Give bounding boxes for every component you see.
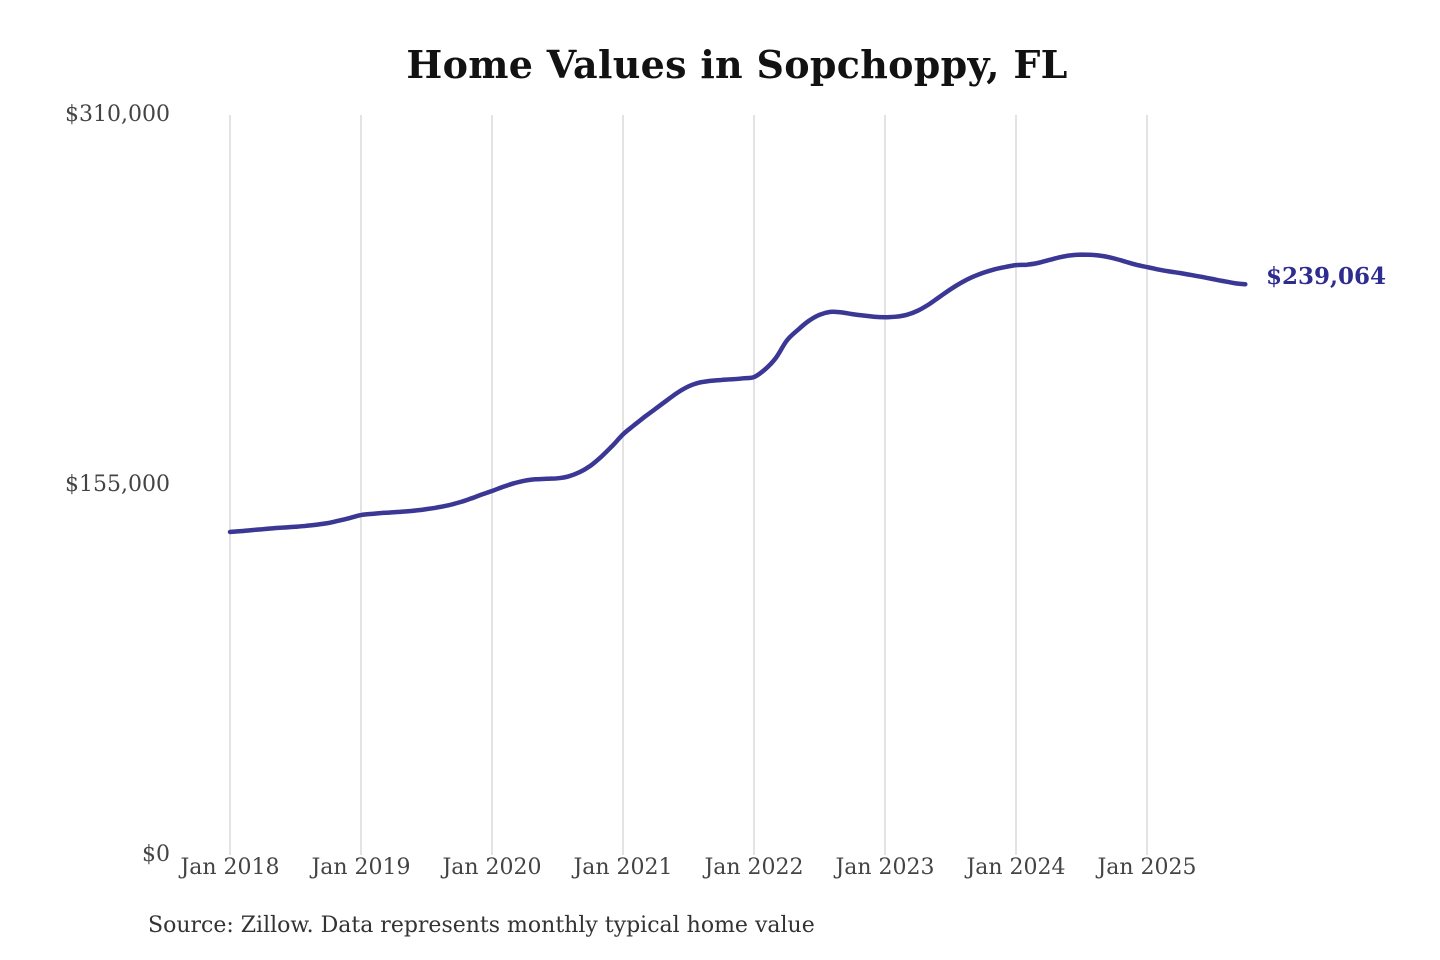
current-value-label: $239,064 xyxy=(1266,263,1387,290)
y-tick-label: $155,000 xyxy=(65,472,170,497)
y-tick-label: $310,000 xyxy=(65,102,170,127)
chart-title: Home Values in Sopchoppy, FL xyxy=(406,42,1068,87)
vertical-gridlines xyxy=(229,115,1148,855)
source-note: Source: Zillow. Data represents monthly … xyxy=(148,913,815,938)
x-tick-label: Jan 2024 xyxy=(966,855,1066,880)
home-value-line xyxy=(227,252,1248,535)
x-tick-label: Jan 2020 xyxy=(442,855,542,880)
x-tick-label: Jan 2018 xyxy=(180,855,280,880)
y-tick-label: $0 xyxy=(142,842,170,867)
x-tick-label: Jan 2019 xyxy=(311,855,411,880)
x-tick-label: Jan 2021 xyxy=(573,855,673,880)
x-tick-label: Jan 2022 xyxy=(704,855,804,880)
x-tick-label: Jan 2025 xyxy=(1097,855,1197,880)
x-tick-label: Jan 2023 xyxy=(835,855,935,880)
